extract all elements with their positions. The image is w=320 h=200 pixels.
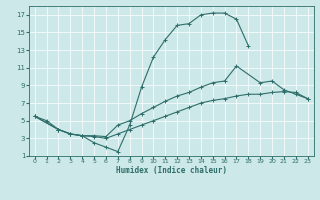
- X-axis label: Humidex (Indice chaleur): Humidex (Indice chaleur): [116, 166, 227, 175]
